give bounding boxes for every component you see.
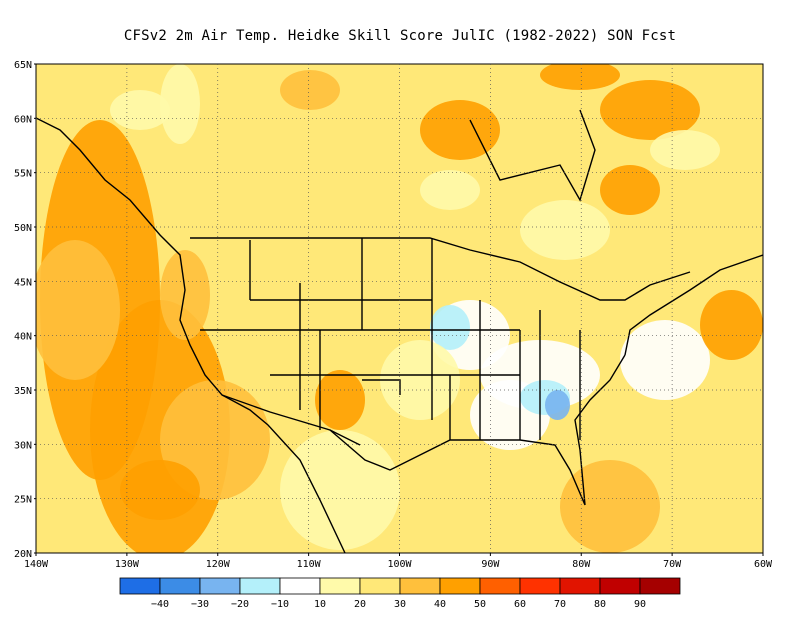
colorbar-swatch bbox=[119, 577, 161, 595]
colorbar-swatch bbox=[239, 577, 281, 595]
longitude-label: 90W bbox=[481, 559, 500, 570]
colorbar-swatch bbox=[279, 577, 321, 595]
skill-region bbox=[650, 130, 720, 170]
skill-region bbox=[700, 290, 763, 360]
longitude-label: 140W bbox=[24, 559, 49, 570]
colorbar-label: 80 bbox=[594, 599, 606, 610]
skill-region bbox=[620, 320, 710, 400]
skill-region bbox=[420, 100, 500, 160]
longitude-label: 110W bbox=[297, 559, 322, 570]
longitude-label: 130W bbox=[115, 559, 140, 570]
latitude-labels: 65N 60N 55N 50N 45N 40N 35N 30N 25N 20N bbox=[14, 60, 36, 560]
latitude-label: 40N bbox=[14, 332, 32, 343]
us-mexico-border bbox=[221, 394, 361, 446]
latitude-label: 25N bbox=[14, 495, 32, 506]
latitude-label: 60N bbox=[14, 114, 32, 125]
hudson-bay-coast bbox=[469, 109, 596, 202]
colorbar-label: −20 bbox=[231, 599, 249, 610]
longitude-label: 120W bbox=[206, 559, 231, 570]
west-coastline bbox=[36, 117, 346, 553]
chart-title: CFSv2 2m Air Temp. Heidke Skill Score Ju… bbox=[123, 28, 677, 44]
us-canada-border bbox=[190, 237, 691, 301]
colorbar-label: −40 bbox=[151, 599, 169, 610]
colorbar-swatch bbox=[399, 577, 441, 595]
colorbar-label: −10 bbox=[271, 599, 289, 610]
skill-region bbox=[520, 200, 610, 260]
east-coastline bbox=[624, 254, 763, 356]
skill-field bbox=[36, 64, 763, 553]
colorbar-swatch bbox=[599, 577, 641, 595]
skill-region bbox=[160, 64, 200, 144]
skill-region bbox=[315, 370, 365, 430]
colorbar-swatch bbox=[359, 577, 401, 595]
colorbar-label: 60 bbox=[514, 599, 526, 610]
colorbar-swatch bbox=[519, 577, 561, 595]
skill-region bbox=[160, 250, 210, 340]
colorbar-swatch bbox=[479, 577, 521, 595]
skill-region bbox=[560, 460, 660, 553]
colorbar-label: 70 bbox=[554, 599, 566, 610]
graticule bbox=[36, 64, 763, 553]
skill-region bbox=[380, 340, 460, 420]
colorbar-labels: −40 −30 −20 −10 10 20 30 40 50 60 70 80 90 bbox=[151, 599, 646, 610]
state-line-2 bbox=[362, 300, 581, 440]
longitude-label: 70W bbox=[663, 559, 682, 570]
longitude-labels: 140W 130W 120W 110W 100W 90W 80W 70W 60W bbox=[24, 553, 773, 570]
latitude-label: 45N bbox=[14, 277, 32, 288]
latitude-label: 50N bbox=[14, 223, 32, 234]
latitude-label: 55N bbox=[14, 169, 32, 180]
colorbar-swatch bbox=[639, 577, 681, 595]
skill-region bbox=[420, 170, 480, 210]
colorbar-swatch bbox=[159, 577, 201, 595]
longitude-label: 60W bbox=[754, 559, 773, 570]
colorbar-swatch bbox=[199, 577, 241, 595]
colorbar-label: 10 bbox=[314, 599, 326, 610]
skill-region bbox=[600, 165, 660, 215]
colorbar-label: 50 bbox=[474, 599, 486, 610]
skill-region bbox=[110, 90, 170, 130]
state-line-1 bbox=[200, 238, 520, 430]
latitude-label: 30N bbox=[14, 440, 32, 451]
colorbar-swatch bbox=[439, 577, 481, 595]
gulf-coast bbox=[329, 354, 626, 506]
latitude-label: 65N bbox=[14, 60, 32, 71]
colorbar bbox=[119, 577, 681, 595]
skill-region bbox=[280, 430, 400, 550]
skill-region bbox=[600, 80, 700, 140]
skill-region bbox=[545, 390, 570, 420]
political-boundaries bbox=[36, 109, 763, 553]
colorbar-label: 30 bbox=[394, 599, 406, 610]
skill-region bbox=[430, 305, 470, 350]
latitude-label: 20N bbox=[14, 549, 32, 560]
latitude-label: 35N bbox=[14, 386, 32, 397]
skill-region bbox=[36, 240, 120, 380]
longitude-label: 80W bbox=[572, 559, 591, 570]
skill-region bbox=[280, 70, 340, 110]
colorbar-label: 90 bbox=[634, 599, 646, 610]
colorbar-swatch bbox=[319, 577, 361, 595]
skill-region bbox=[120, 460, 200, 520]
colorbar-label: −30 bbox=[191, 599, 209, 610]
colorbar-swatch bbox=[559, 577, 601, 595]
colorbar-label: 40 bbox=[434, 599, 446, 610]
skill-region bbox=[540, 64, 620, 90]
longitude-label: 100W bbox=[387, 559, 412, 570]
colorbar-label: 20 bbox=[354, 599, 366, 610]
